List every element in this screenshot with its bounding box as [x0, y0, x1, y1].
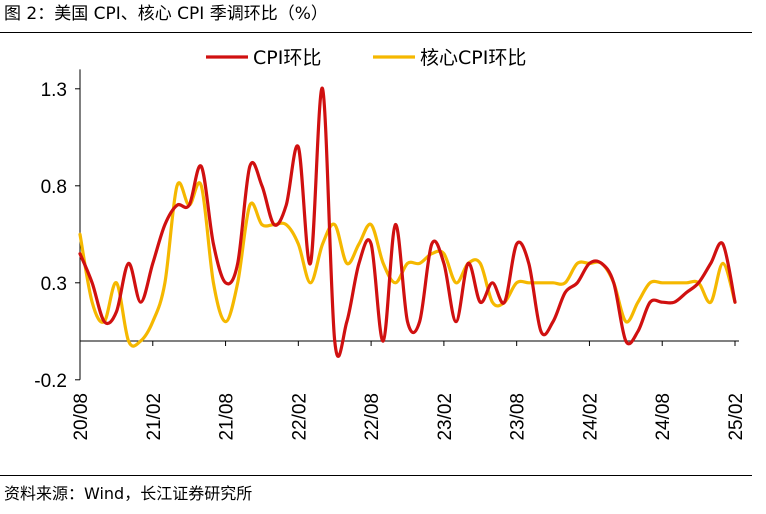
title-divider: [0, 32, 752, 33]
x-tick-label: 22/08: [362, 393, 383, 441]
x-tick-label: 24/08: [653, 393, 674, 441]
chart-title: 图 2：美国 CPI、核心 CPI 季调环比（%）: [4, 4, 328, 24]
series-lines: [78, 87, 737, 358]
series-line-core-cpi: [78, 181, 737, 348]
y-tick-label: 0.3: [41, 274, 67, 295]
axes: 1.3 0.8 0.3 -0.220/08 21/02 21/08 22/02 22/08 23…: [34, 69, 747, 441]
y-tick-label: 0.8: [41, 177, 67, 198]
x-tick-label: 24/02: [580, 393, 601, 441]
x-tick-label: 20/08: [71, 393, 92, 441]
source-divider: [0, 475, 752, 476]
legend: CPI环比 核心CPI环比: [206, 47, 526, 69]
x-tick-label: 23/08: [508, 393, 529, 441]
line-chart: CPI环比 核心CPI环比 1.3 0.8 0.3 -0.220/08 21/02 21/0…: [34, 47, 747, 441]
x-tick-label: 23/02: [435, 393, 456, 441]
series-line-cpi: [78, 87, 737, 358]
x-tick-label: 22/02: [289, 393, 310, 441]
y-tick-label: 1.3: [41, 80, 67, 101]
source-note: 资料来源：Wind，长江证券研究所: [4, 484, 253, 503]
x-tick-label: 21/02: [144, 393, 165, 441]
x-tick-label: 21/08: [217, 393, 238, 441]
legend-label: CPI环比: [253, 47, 321, 69]
y-tick-label: -0.2: [34, 371, 67, 392]
x-tick-label: 25/02: [726, 393, 747, 441]
legend-label: 核心CPI环比: [420, 47, 526, 69]
